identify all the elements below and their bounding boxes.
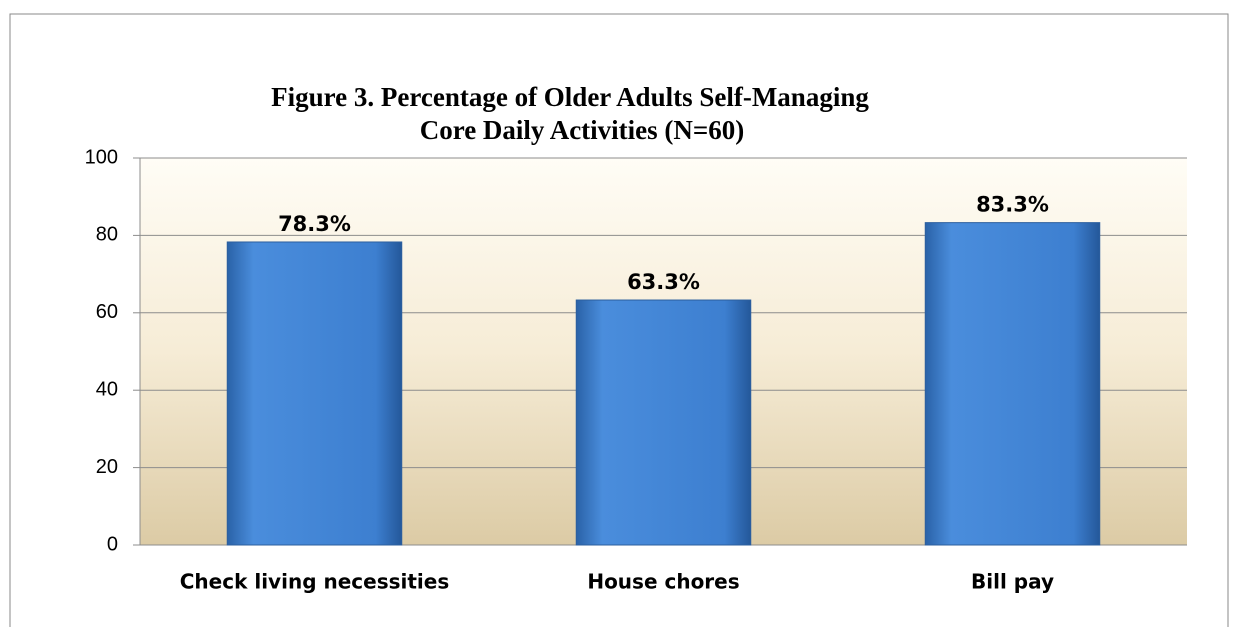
bar	[226, 241, 403, 546]
x-tick-label: House chores	[587, 570, 739, 594]
y-tick-label: 40	[96, 378, 118, 400]
x-tick-label: Bill pay	[971, 570, 1054, 594]
value-label: 83.3%	[976, 193, 1049, 217]
x-tick-label: Check living necessities	[180, 570, 450, 594]
frame	[9, 13, 1229, 627]
y-tick-label: 80	[96, 224, 118, 246]
bar	[924, 222, 1101, 546]
y-tick-label: 20	[96, 456, 118, 478]
chart-title: Figure 3. Percentage of Older Adults Sel…	[271, 82, 869, 112]
y-tick-label: 60	[96, 301, 118, 323]
y-tick-label: 100	[85, 146, 118, 168]
value-label: 63.3%	[627, 270, 700, 294]
value-label: 78.3%	[278, 212, 351, 236]
chart-title: Core Daily Activities (N=60)	[420, 115, 745, 145]
bar	[575, 299, 752, 546]
y-tick-label: 0	[107, 533, 118, 555]
